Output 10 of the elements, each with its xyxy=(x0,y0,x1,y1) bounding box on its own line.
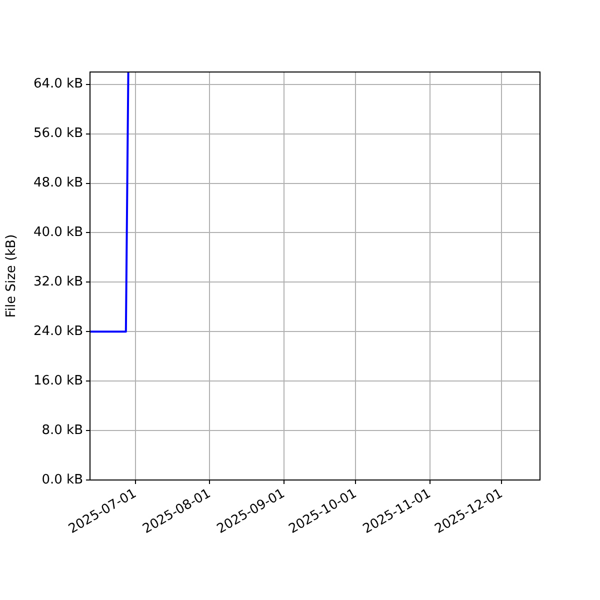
y-tick-label: 16.0 kB xyxy=(33,373,83,388)
y-tick-label: 24.0 kB xyxy=(33,324,83,340)
y-tick-label: 40.0 kB xyxy=(33,225,83,240)
y-tick-label: 64.0 kB xyxy=(33,76,83,92)
y-tick-label: 0.0 kB xyxy=(42,472,83,488)
y-tick-label: 32.0 kB xyxy=(33,274,83,290)
y-tick-label: 48.0 kB xyxy=(33,176,83,191)
y-tick-label: 8.0 kB xyxy=(42,422,83,438)
y-axis-title: File Size (kB) xyxy=(4,234,20,318)
y-tick-label: 56.0 kB xyxy=(33,126,83,142)
